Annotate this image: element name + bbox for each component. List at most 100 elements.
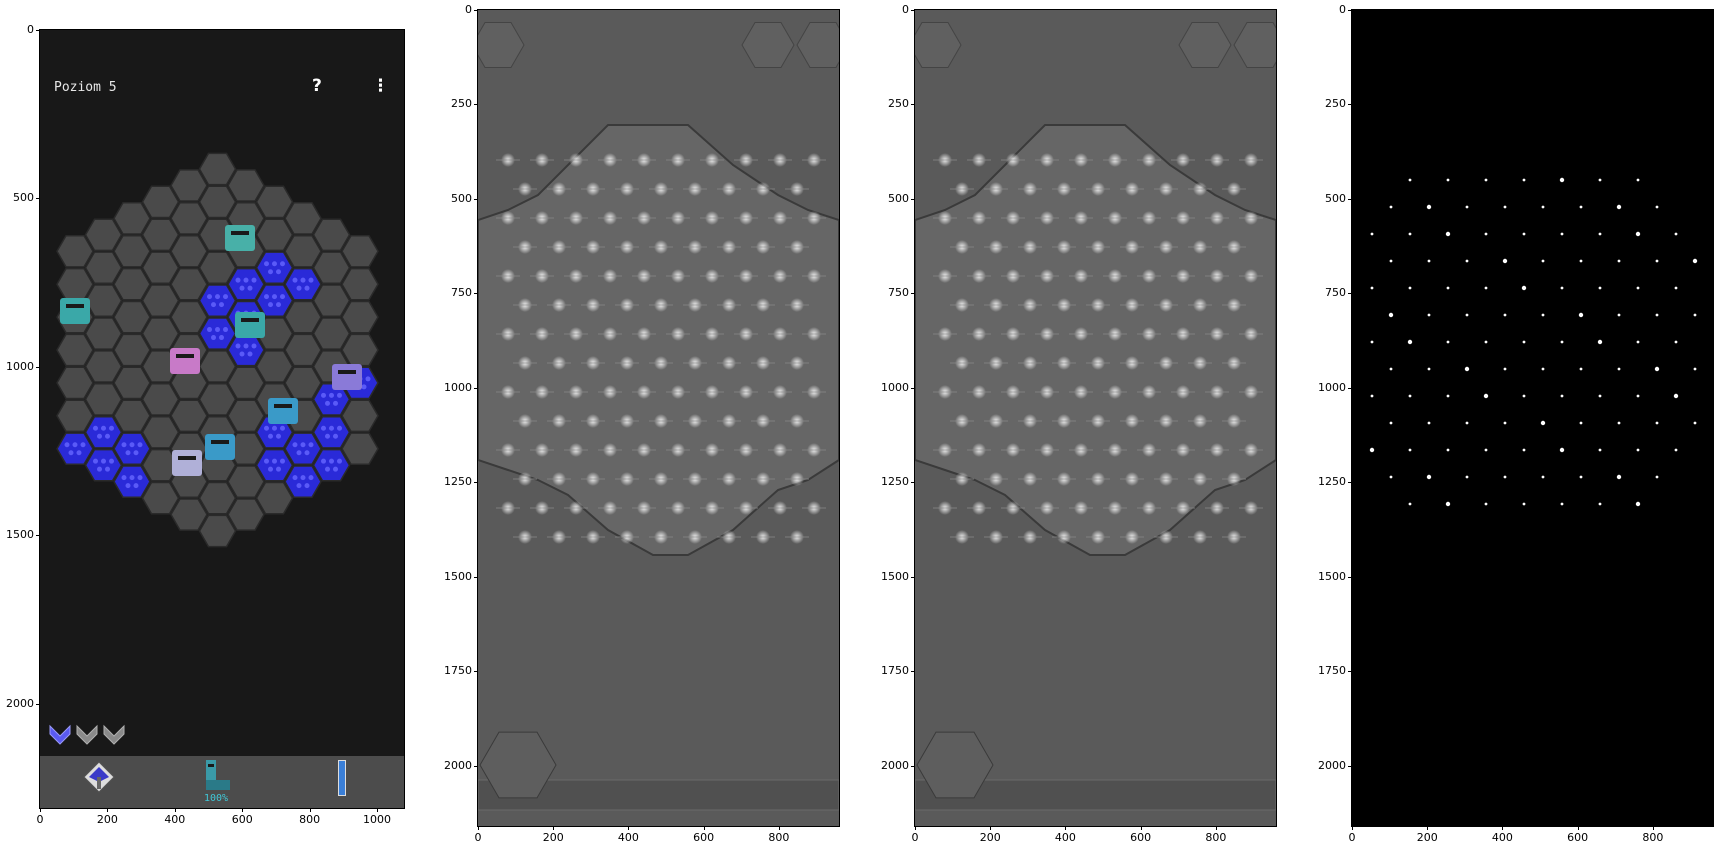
water-bubble <box>264 294 269 300</box>
help-icon[interactable]: ? <box>312 76 322 96</box>
peak-dot <box>1674 340 1678 344</box>
water-bubble <box>101 425 106 431</box>
game-piece-icon <box>60 298 90 324</box>
water-bubble <box>93 458 98 464</box>
water-bubble <box>325 400 330 406</box>
water-bubble <box>97 466 102 472</box>
water-bubble <box>272 261 277 267</box>
hex-tile <box>56 234 94 268</box>
hex-tile <box>141 218 180 252</box>
peak-dot <box>1559 447 1565 453</box>
water-bubble <box>235 277 241 283</box>
x-tick-label: 400 <box>1491 831 1513 844</box>
peak-dot <box>1674 448 1678 452</box>
hex-tile <box>141 448 180 482</box>
y-tick-label: 1500 <box>881 569 909 583</box>
peak-dot <box>1598 394 1602 398</box>
bottom-toolbar: 100% <box>40 756 404 808</box>
water-bubble <box>280 425 285 431</box>
water-bubble <box>239 285 245 291</box>
hex-tile <box>198 350 237 383</box>
hex-tile <box>312 415 351 449</box>
hex-tile <box>198 185 237 219</box>
hex-tile <box>56 333 94 367</box>
peak-dot <box>1389 367 1393 371</box>
y-tick-label: 500 <box>13 191 34 205</box>
hex-tile <box>227 399 265 433</box>
hex-tile <box>141 383 180 416</box>
peak-dot <box>1388 312 1394 318</box>
water-bubble <box>337 392 342 398</box>
peak-dot <box>1522 502 1526 506</box>
menu-icon[interactable]: ⋮ <box>372 76 389 96</box>
water-bubble <box>300 475 306 481</box>
peak-dot <box>1673 393 1679 399</box>
peak-dot <box>1541 367 1545 371</box>
water-bubble <box>300 442 306 448</box>
water-bubble <box>251 277 257 283</box>
corner-artifact <box>916 731 994 799</box>
peak-dot <box>1560 502 1564 506</box>
hex-tile <box>284 267 322 301</box>
peak-dot <box>1503 205 1507 209</box>
peak-dot <box>1503 313 1507 317</box>
y-tick-label: 1750 <box>444 664 472 678</box>
water-bubble <box>215 327 220 333</box>
peak-dot <box>1427 421 1431 425</box>
water-bubble <box>121 442 127 448</box>
peak-dot <box>1389 259 1393 263</box>
boot-icon[interactable] <box>200 758 234 792</box>
corner-artifact <box>479 731 557 799</box>
hex-tile <box>312 251 351 285</box>
water-bubble <box>276 302 281 308</box>
ladder-icon[interactable] <box>338 760 346 796</box>
peak-dot <box>1370 394 1374 398</box>
hex-tile <box>170 234 208 268</box>
jump-button-icon[interactable] <box>82 760 116 794</box>
x-tick-label: 800 <box>1642 831 1664 844</box>
peak-dot <box>1597 339 1603 345</box>
peak-dot <box>1559 177 1565 183</box>
water-bubble <box>207 327 212 333</box>
top-artifact <box>915 22 962 68</box>
hex-tile <box>113 366 151 400</box>
peak-dot <box>1503 421 1507 425</box>
water-bubble <box>109 425 114 431</box>
peak-dot <box>1598 286 1602 290</box>
y-tick-label: 500 <box>451 191 472 205</box>
water-bubble <box>280 261 285 267</box>
peak-dot <box>1484 178 1488 182</box>
x-tick-label: 600 <box>693 831 715 844</box>
peak-dot <box>1578 312 1584 318</box>
x-tick-label: 1000 <box>363 813 392 826</box>
filtered-image-1 <box>477 9 840 827</box>
x-tick-label: 600 <box>231 813 253 826</box>
x-tick-label: 400 <box>164 813 186 826</box>
peak-dot <box>1636 286 1640 290</box>
water-bubble <box>105 466 110 472</box>
peak-dot <box>1446 286 1450 290</box>
hex-tile <box>113 267 151 301</box>
hex-tile <box>284 366 322 400</box>
water-bubble <box>137 442 143 448</box>
peak-dot <box>1598 448 1602 452</box>
y-tick-label: 1500 <box>444 569 472 583</box>
water-bubble <box>276 433 281 439</box>
water-bubble <box>211 302 216 308</box>
x-tick-label: 200 <box>96 813 118 826</box>
peak-dot <box>1408 394 1412 398</box>
peak-dot <box>1464 366 1470 372</box>
hex-tile <box>113 432 151 466</box>
x-tick-label: 600 <box>1567 831 1589 844</box>
y-tick-label: 1000 <box>444 380 472 394</box>
hex-tile <box>84 218 123 252</box>
y-tick-label: 250 <box>1325 97 1346 111</box>
y-tick-label: 250 <box>888 97 909 111</box>
water-bubble <box>337 425 342 431</box>
hex-tile <box>141 415 180 449</box>
peak-dot <box>1465 205 1469 209</box>
peak-dot <box>1522 232 1526 236</box>
water-bubble <box>304 483 310 489</box>
hex-tile <box>84 415 123 449</box>
water-bubble <box>93 425 98 431</box>
